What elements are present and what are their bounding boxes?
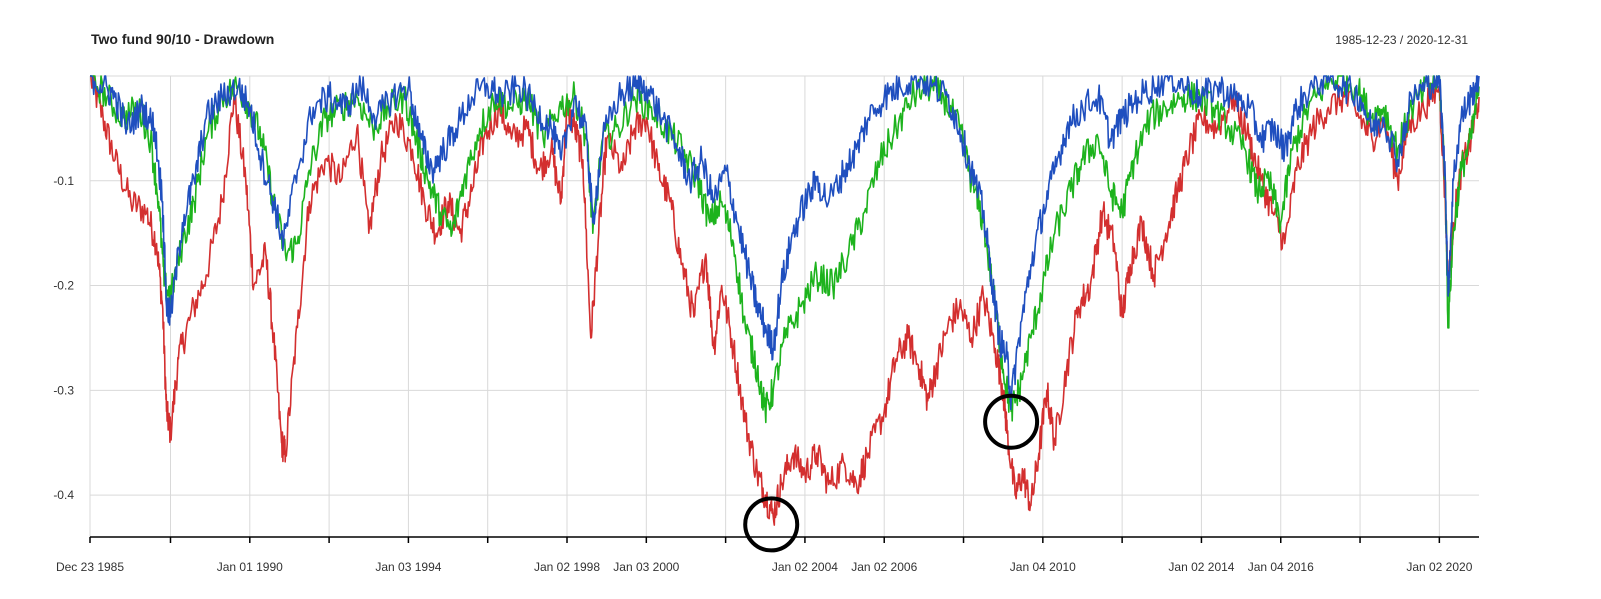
- y-tick-label: -0.2: [53, 279, 74, 293]
- series-line: [90, 75, 1480, 526]
- x-axis: [89, 536, 1479, 543]
- y-tick-label: -0.1: [53, 174, 74, 188]
- series-lines: [90, 75, 1480, 526]
- x-tick-label: Jan 04 2010: [1010, 560, 1076, 574]
- x-tick-label: Jan 03 2000: [613, 560, 679, 574]
- x-tick-label: Jan 01 1990: [217, 560, 283, 574]
- x-tick-label: Dec 23 1985: [56, 560, 124, 574]
- x-tick-label: Jan 02 2020: [1406, 560, 1472, 574]
- x-tick-label: Jan 04 2016: [1248, 560, 1314, 574]
- chart-title: Two fund 90/10 - Drawdown: [91, 31, 274, 47]
- x-tick-label: Jan 02 1998: [534, 560, 600, 574]
- x-tick-label: Jan 02 2006: [851, 560, 917, 574]
- annotation-circle: [743, 496, 800, 553]
- series-line: [90, 75, 1480, 424]
- x-tick-label: Jan 02 2004: [772, 560, 838, 574]
- date-range: 1985-12-23 / 2020-12-31: [1335, 33, 1468, 47]
- y-tick-label: -0.3: [53, 383, 74, 397]
- series-line: [90, 75, 1480, 411]
- annotation-circle: [983, 393, 1040, 450]
- x-tick-label: Jan 02 2014: [1168, 560, 1234, 574]
- tick-labels: -0.1 -0.2 -0.3 -0.4 Dec 23 1985 Jan 01 1990 Ja…: [53, 174, 1472, 574]
- y-tick-label: -0.4: [53, 488, 74, 502]
- annotations: [743, 393, 1040, 553]
- x-tick-label: Jan 03 1994: [375, 560, 441, 574]
